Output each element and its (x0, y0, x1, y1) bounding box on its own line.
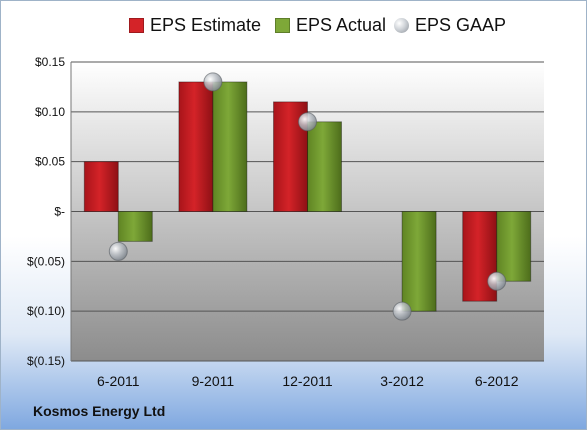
bar-eps-actual (212, 81, 248, 212)
legend-item-eps-estimate: EPS Estimate (129, 15, 261, 36)
y-tick-label: $(0.10) (27, 304, 65, 318)
y-tick-label: $0.05 (35, 155, 65, 169)
x-tick-label: 3-2012 (380, 373, 424, 389)
x-tick-label: 12-2011 (282, 373, 333, 389)
x-tick-label: 6-2011 (97, 373, 140, 389)
legend-label-eps-actual: EPS Actual (296, 15, 387, 35)
y-tick-label: $0.15 (35, 55, 65, 69)
y-tick-label: $0.10 (35, 105, 65, 119)
marker-eps-gaap (392, 301, 412, 321)
x-tick-label: 6-2012 (475, 373, 519, 389)
legend-swatch-eps-actual (275, 18, 290, 33)
bar-eps-estimate (178, 81, 214, 212)
marker-eps-gaap (203, 72, 223, 92)
y-tick-label: $(0.15) (27, 354, 65, 368)
bar-eps-estimate (83, 161, 119, 213)
y-tick-label: $(0.05) (27, 254, 65, 268)
legend-swatch-eps-estimate (129, 18, 144, 33)
bar-eps-actual (496, 211, 532, 282)
legend-item-eps-gaap: EPS GAAP (394, 15, 506, 36)
marker-eps-gaap (487, 271, 507, 291)
x-tick-label: 9-2011 (192, 373, 235, 389)
legend-item-eps-actual: EPS Actual (275, 15, 386, 36)
legend-label-eps-gaap: EPS GAAP (415, 15, 507, 35)
marker-eps-gaap (298, 112, 317, 132)
legend-marker-eps-gaap (394, 18, 409, 33)
legend: EPS Estimate EPS Actual EPS GAAP (1, 15, 587, 45)
bar-eps-actual (307, 121, 342, 212)
bar-eps-actual (401, 211, 437, 312)
marker-eps-gaap (108, 241, 128, 261)
company-name: Kosmos Energy Ltd (33, 403, 166, 419)
legend-label-eps-estimate: EPS Estimate (150, 15, 262, 35)
y-tick-label: $- (54, 205, 65, 219)
bar-eps-actual (117, 211, 153, 242)
